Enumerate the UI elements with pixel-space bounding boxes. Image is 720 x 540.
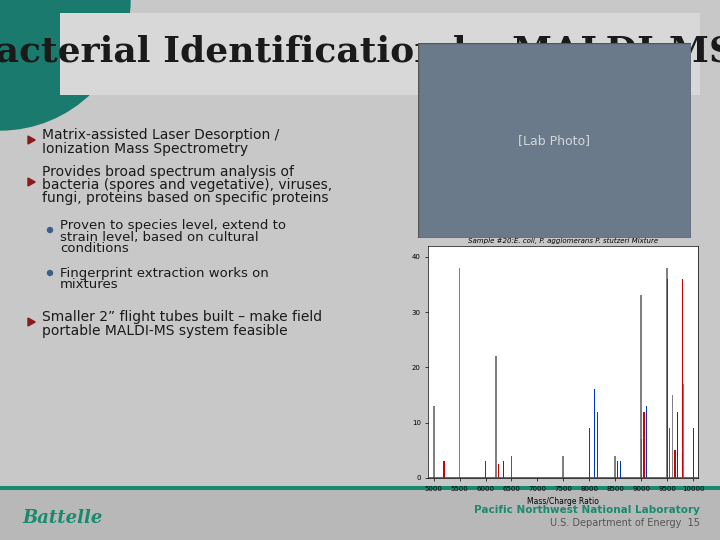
Text: bacteria (spores and vegetative), viruses,: bacteria (spores and vegetative), viruse…: [42, 178, 332, 192]
FancyBboxPatch shape: [418, 43, 691, 238]
Bar: [459, 268, 461, 478]
Text: portable MALDI-MS system feasible: portable MALDI-MS system feasible: [42, 324, 287, 338]
FancyBboxPatch shape: [0, 486, 720, 490]
Bar: [640, 295, 642, 478]
Text: Ionization Mass Spectrometry: Ionization Mass Spectrometry: [42, 142, 248, 156]
Bar: [641, 439, 642, 478]
Text: fungi, proteins based on specific proteins: fungi, proteins based on specific protei…: [42, 191, 328, 205]
Bar: [511, 456, 512, 478]
Text: conditions: conditions: [60, 242, 129, 255]
Title: Sample #20:E. coli, P. agglomerans P. stutzeri Mixture: Sample #20:E. coli, P. agglomerans P. st…: [468, 238, 659, 244]
Text: Battelle: Battelle: [22, 509, 102, 527]
Bar: [614, 456, 616, 478]
Bar: [643, 411, 644, 478]
Bar: [620, 461, 621, 478]
Text: strain level, based on cultural: strain level, based on cultural: [60, 231, 258, 244]
Polygon shape: [28, 178, 35, 186]
Bar: [596, 411, 598, 478]
Text: Provides broad spectrum analysis of: Provides broad spectrum analysis of: [42, 165, 294, 179]
Text: mixtures: mixtures: [60, 279, 119, 292]
Text: Matrix-assisted Laser Desorption /: Matrix-assisted Laser Desorption /: [42, 128, 279, 142]
Bar: [672, 395, 673, 478]
Polygon shape: [28, 318, 35, 326]
Text: Smaller 2” flight tubes built – make field: Smaller 2” flight tubes built – make fie…: [42, 310, 322, 324]
Bar: [594, 389, 595, 478]
Circle shape: [48, 271, 53, 275]
Text: Proven to species level, extend to: Proven to species level, extend to: [60, 219, 286, 232]
Text: Fingerprint extraction works on: Fingerprint extraction works on: [60, 267, 269, 280]
Bar: [677, 411, 678, 478]
Bar: [495, 356, 497, 478]
Bar: [646, 406, 647, 478]
Bar: [666, 268, 668, 478]
Bar: [667, 279, 668, 478]
FancyBboxPatch shape: [0, 488, 720, 540]
Text: Bacterial Identification by MALDI-MS: Bacterial Identification by MALDI-MS: [0, 35, 720, 69]
Text: [Lab Photo]: [Lab Photo]: [518, 134, 590, 147]
Bar: [562, 456, 564, 478]
Bar: [503, 461, 504, 478]
Circle shape: [48, 227, 53, 233]
Bar: [682, 384, 684, 478]
Text: Pacific Northwest National Laboratory: Pacific Northwest National Laboratory: [474, 505, 700, 515]
Bar: [485, 461, 486, 478]
X-axis label: Mass/Charge Ratio: Mass/Charge Ratio: [528, 497, 599, 506]
Bar: [498, 464, 499, 478]
Text: U.S. Department of Energy  15: U.S. Department of Energy 15: [550, 518, 700, 528]
Bar: [589, 428, 590, 478]
Bar: [669, 434, 670, 478]
Bar: [682, 279, 683, 478]
Bar: [495, 450, 496, 478]
FancyBboxPatch shape: [60, 13, 700, 95]
Wedge shape: [0, 0, 130, 130]
Bar: [444, 461, 445, 478]
Bar: [433, 406, 434, 478]
Polygon shape: [28, 136, 35, 144]
Bar: [592, 434, 593, 478]
